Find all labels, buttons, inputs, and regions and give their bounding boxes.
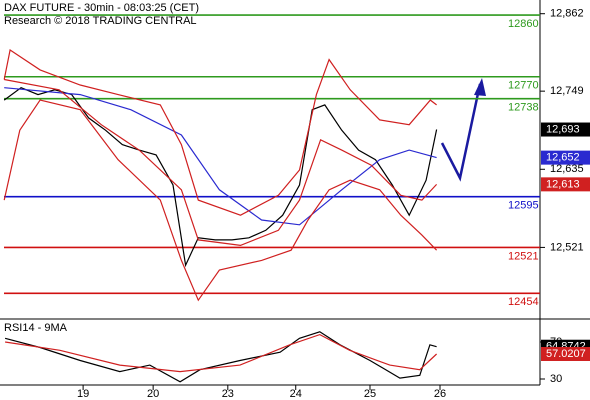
x-tick-label: 23 [222,388,234,400]
last-value-label: 57.0207 [546,348,586,360]
series-line [4,87,437,226]
series-line [4,78,438,247]
series-line [3,99,438,302]
x-tick-label: 26 [434,388,446,400]
series-line [3,87,438,268]
last-value-label: 12,613 [546,178,580,190]
y-tick-label: 12,521 [550,241,584,253]
y-tick-label: 12,862 [550,8,584,20]
last-value-box [541,177,590,192]
x-tick-label: 19 [77,388,89,400]
forecast-arrow [440,78,486,182]
y-tick-label: 12,749 [550,85,584,97]
last-value-box [541,122,590,137]
series-line [5,333,438,373]
x-tick-label: 24 [290,388,302,400]
rsi-title: RSI14 - 9MA [4,322,68,334]
level-label: 12770 [508,80,539,92]
last-value-label: 12,652 [546,152,580,164]
y-tick-label: 12,635 [550,163,584,175]
last-value-box [541,150,590,165]
last-value-box [541,346,590,361]
x-tick-label: 25 [364,388,376,400]
series-line [3,49,437,216]
x-tick-label: 20 [147,388,159,400]
level-label: 12860 [508,18,539,30]
y-tick-label: 30 [550,373,562,385]
last-value-label: 12,693 [546,123,580,135]
level-label: 12595 [508,200,539,212]
level-label: 12521 [508,250,539,262]
level-label: 12454 [508,296,539,308]
chart-title: DAX FUTURE - 30min - 08:03:25 (CET) [4,2,199,14]
chart-subtitle: Research © 2018 TRADING CENTRAL [4,15,197,27]
series-line [4,331,437,383]
level-label: 12738 [508,102,539,114]
